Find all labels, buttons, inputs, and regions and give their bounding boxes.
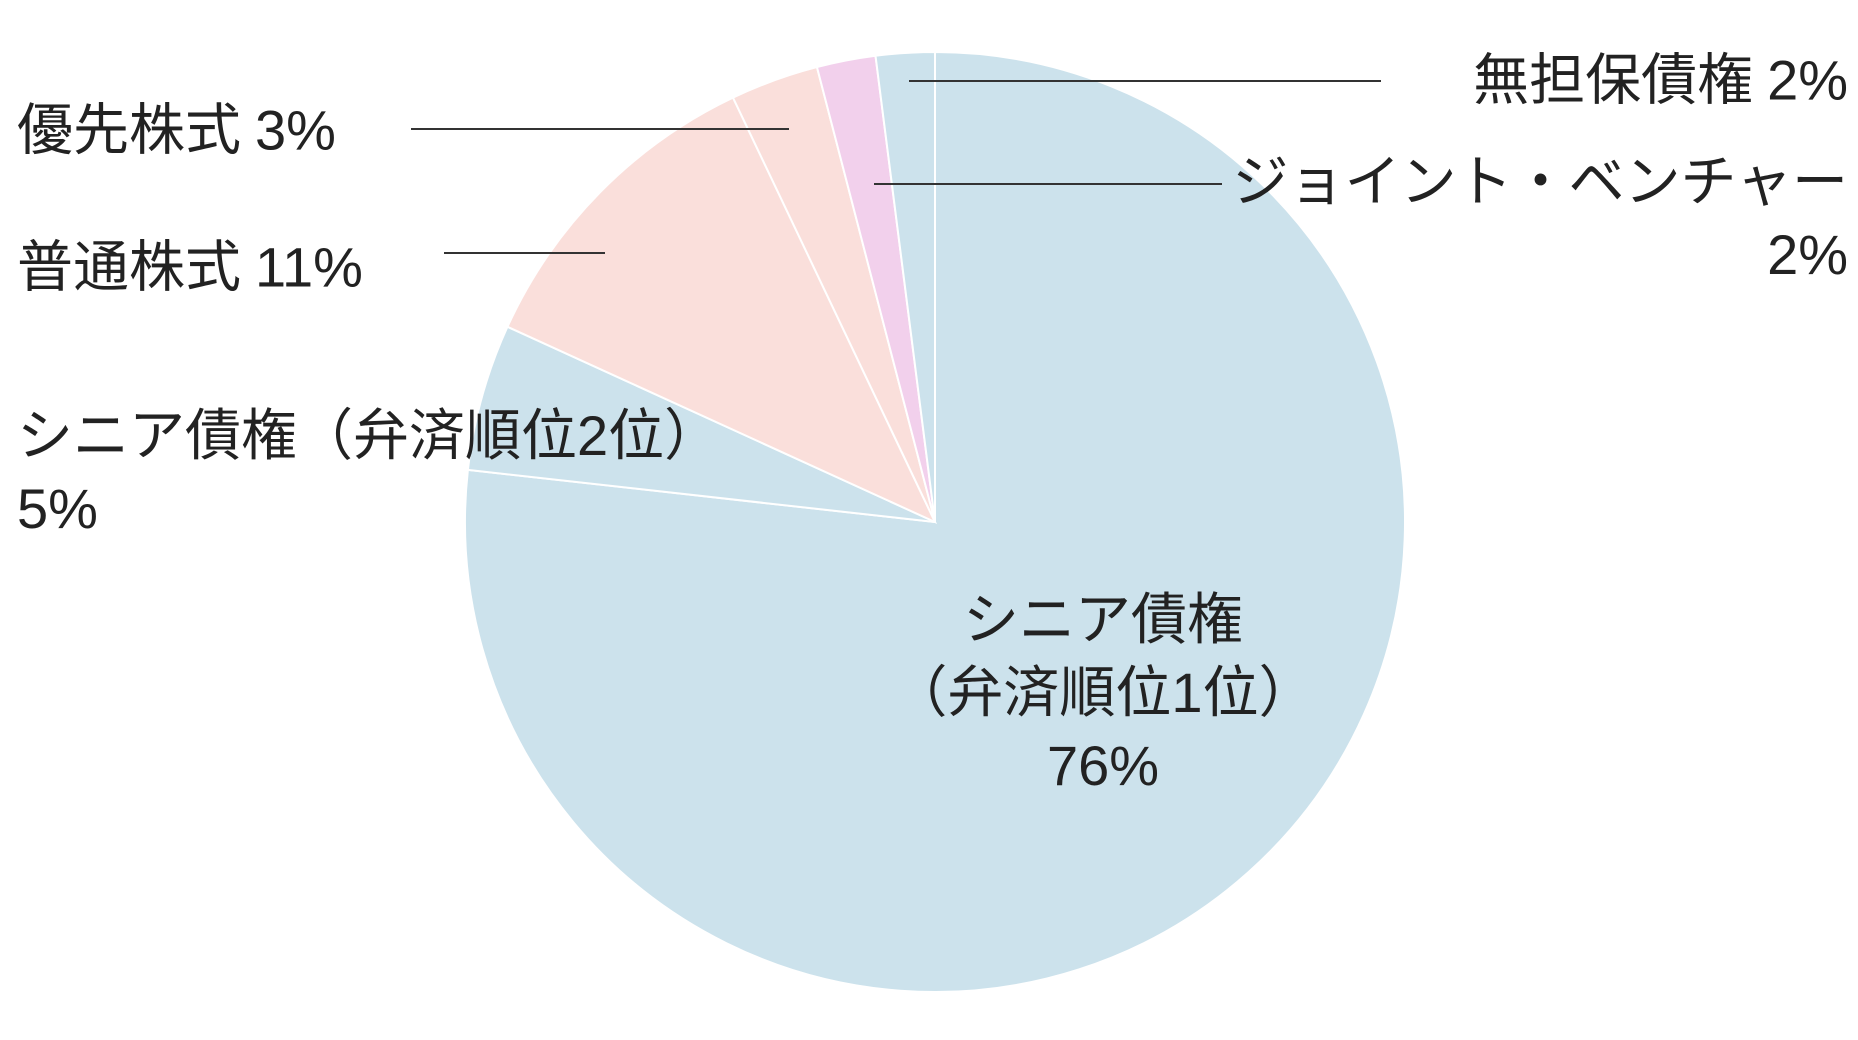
label-name: 普通株式: [17, 235, 241, 299]
label-name: シニア債権 （弁済順位1位）: [891, 588, 1315, 724]
label-value: 3%: [255, 98, 336, 162]
slice-label: シニア債権（弁済順位2位） 5%: [17, 400, 720, 546]
slice-label: ジョイント・ベンチャー 2%: [1233, 146, 1848, 292]
pie-slice: [874, 50, 936, 523]
slice-label: シニア債権 （弁済順位1位） 76%: [891, 584, 1314, 802]
label-value: 76%: [1046, 733, 1160, 797]
label-name: 優先株式: [17, 98, 241, 162]
label-name: 無担保債権: [1473, 48, 1754, 112]
label-value: 2%: [1767, 48, 1848, 112]
slice-label: 優先株式 3%: [17, 95, 336, 168]
label-value: 5%: [17, 476, 98, 540]
label-value: 2%: [1767, 222, 1848, 286]
label-name: シニア債権（弁済順位2位）: [17, 404, 721, 467]
slice-label: 普通株式 11%: [17, 232, 363, 305]
pie-slice: [506, 96, 938, 525]
pie-slice: [466, 325, 936, 523]
label-name: ジョイント・ベンチャー: [1232, 150, 1848, 213]
slice-label: 無担保債権 2%: [1473, 45, 1848, 118]
label-value: 11%: [255, 235, 363, 299]
